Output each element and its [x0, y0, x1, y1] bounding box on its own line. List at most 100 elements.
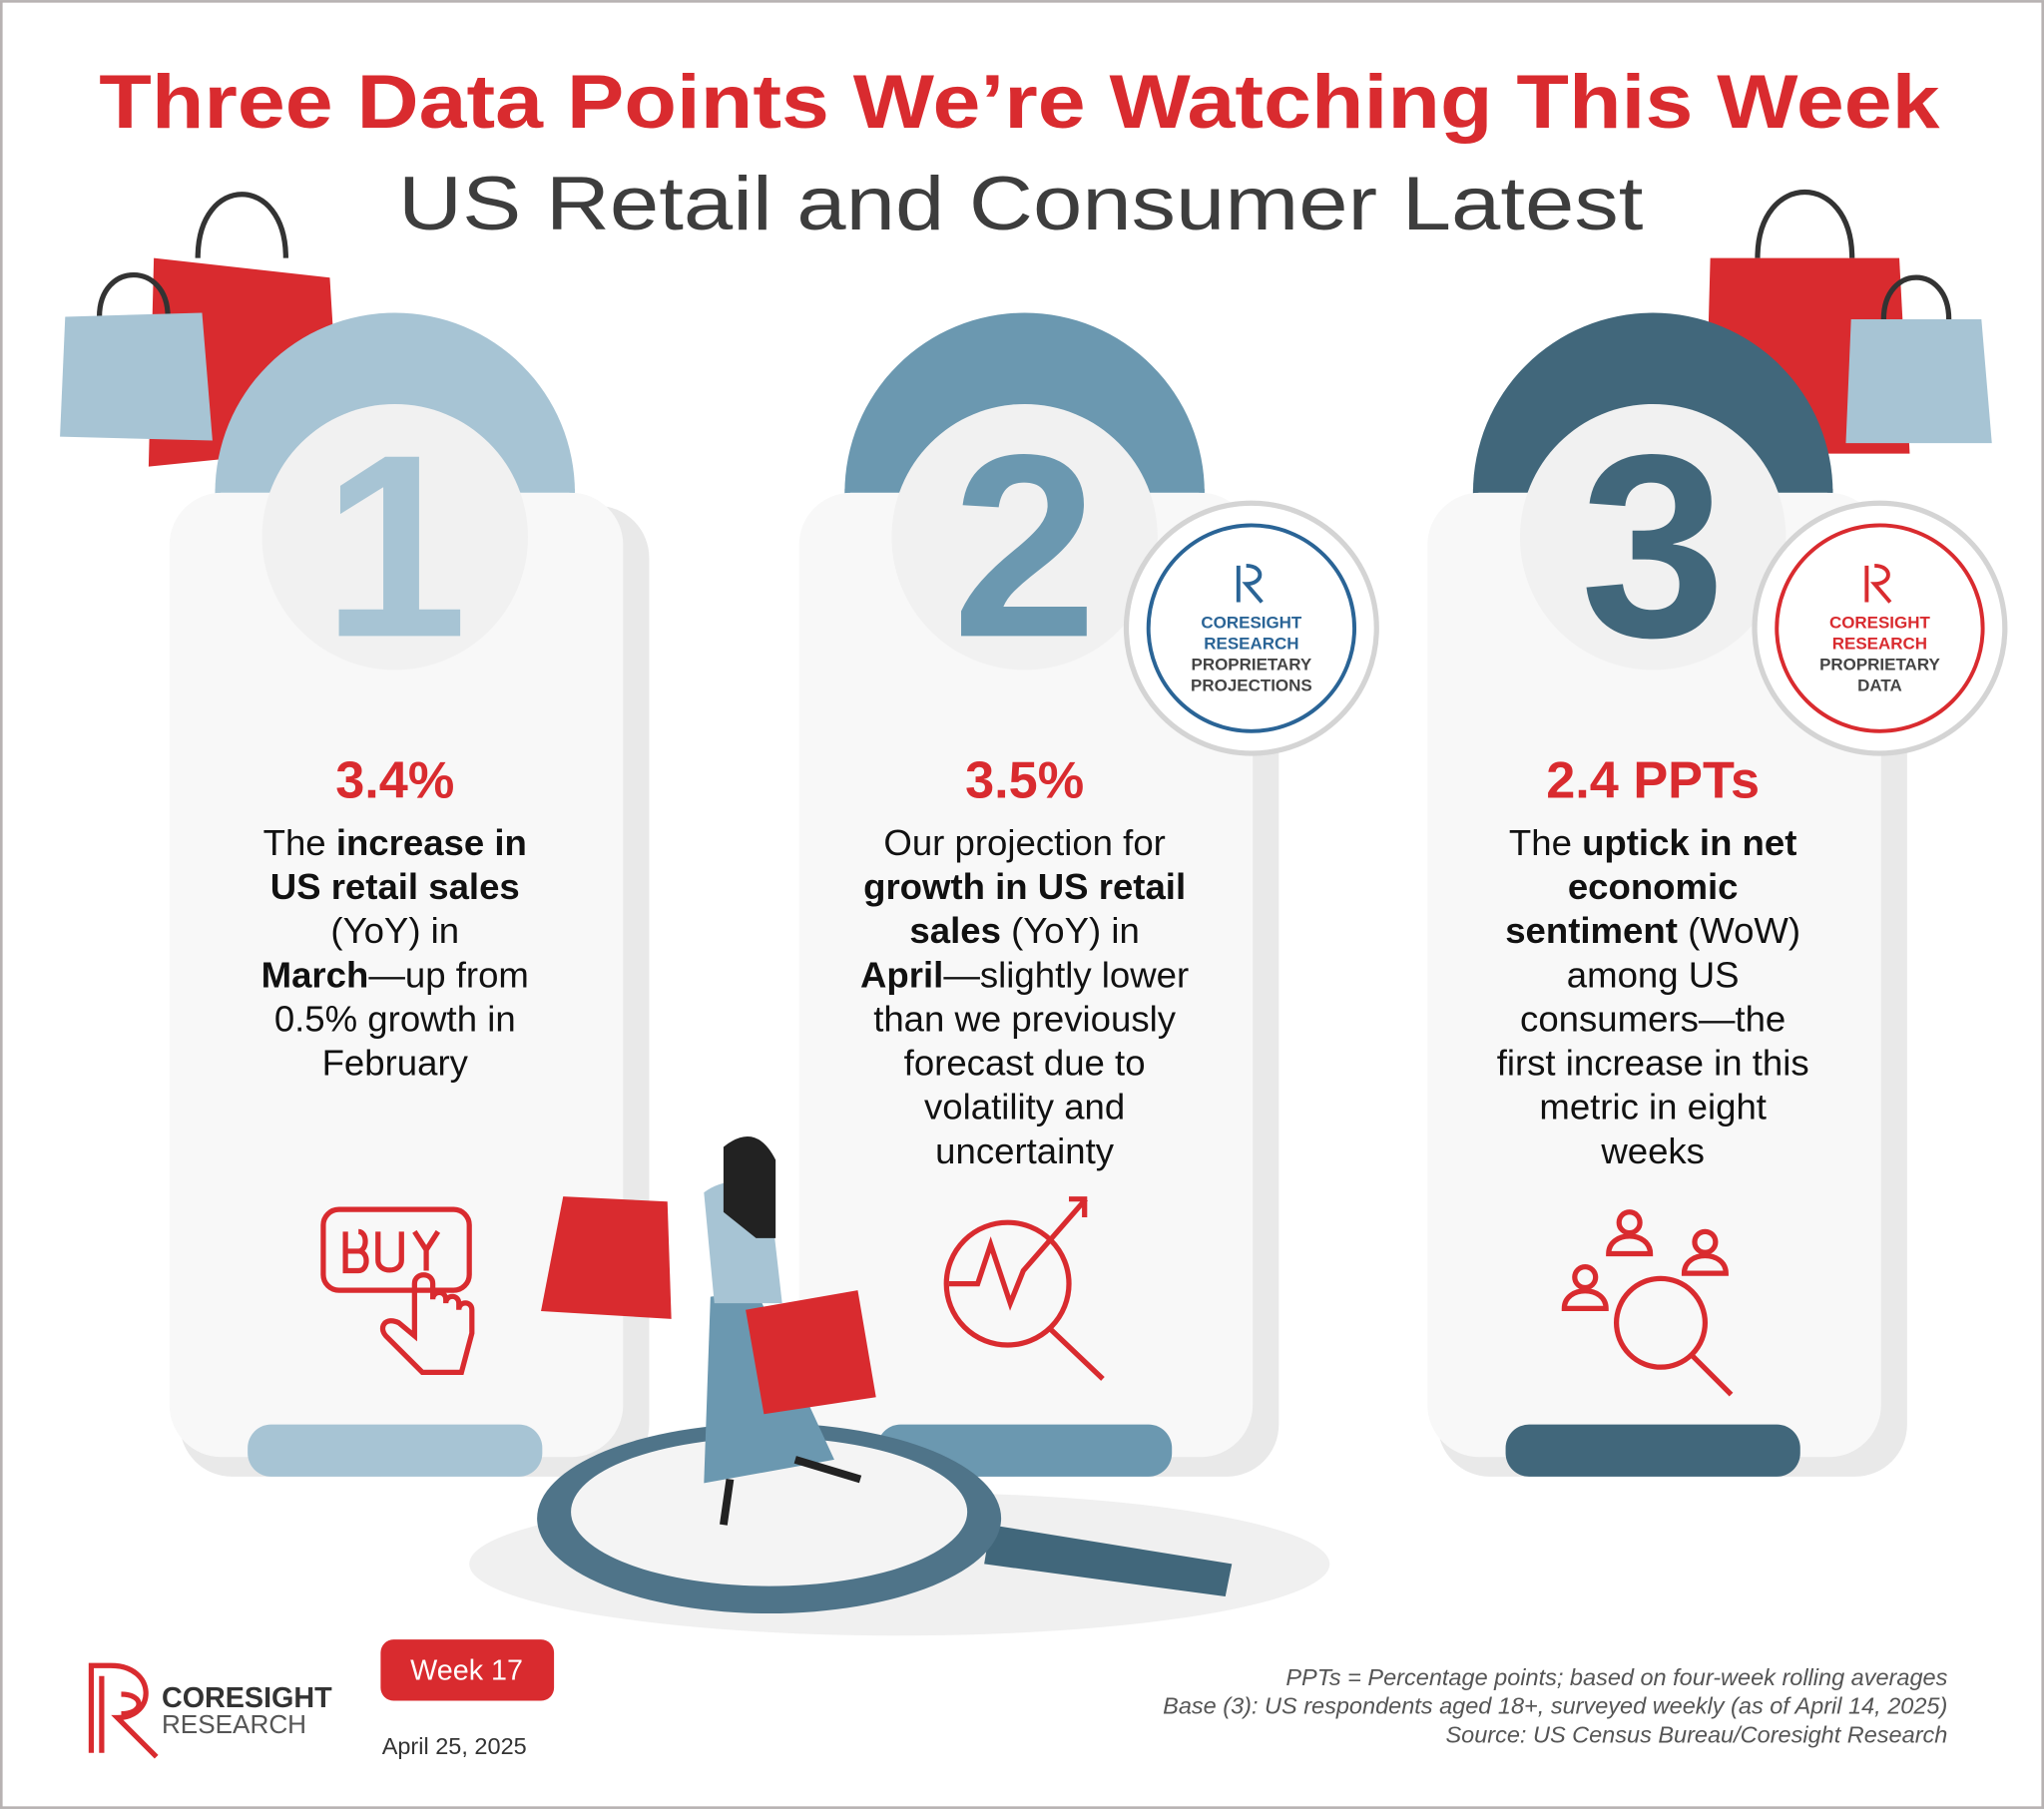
- card-text-line: volatility and: [924, 1087, 1125, 1128]
- hair: [723, 1135, 776, 1238]
- text-run: The: [263, 822, 336, 863]
- people-icon-body: [1561, 1288, 1609, 1312]
- buy-icon-hand: [379, 1272, 475, 1376]
- badge-text: PROPRIETARY: [1192, 655, 1312, 674]
- text-run: economic: [1568, 866, 1739, 907]
- card: [1427, 492, 1881, 1458]
- held-bag-2: [746, 1290, 876, 1415]
- text-run: —slightly lower: [943, 954, 1189, 995]
- badge-text: PROPRIETARY: [1819, 655, 1940, 674]
- text-run: sales: [909, 910, 1001, 951]
- card-value: 3.4%: [335, 751, 454, 809]
- card-text-line: growth in US retail: [863, 866, 1186, 907]
- card-number: 1: [322, 401, 467, 691]
- text-run: April: [860, 954, 943, 995]
- badge-text: CORESIGHT: [1829, 614, 1931, 633]
- card-value: 2.4 PPTs: [1546, 751, 1760, 809]
- badge: [1123, 500, 1379, 756]
- buy-icon-letters: [342, 1228, 441, 1274]
- card-text-line: April—slightly lower: [860, 954, 1189, 995]
- footnote: Base (3): US respondents aged 18+, surve…: [1163, 1693, 1947, 1719]
- card-text-line: metric in eight: [1539, 1087, 1767, 1128]
- card-tab: [248, 1424, 543, 1477]
- card-text-line: US retail sales: [270, 866, 520, 907]
- magnifier-glass: [571, 1437, 968, 1586]
- people-icon-head: [1616, 1209, 1643, 1236]
- badge-ring: [1775, 523, 1985, 733]
- bag: [1845, 319, 1992, 444]
- text-run: (YoY) in: [1001, 910, 1140, 951]
- badge-text: RESEARCH: [1204, 635, 1298, 654]
- bag-handle: [1880, 274, 1952, 320]
- card-text-line: February: [322, 1043, 469, 1084]
- text-run: uptick in net: [1582, 822, 1796, 863]
- people-icon-head: [1692, 1228, 1719, 1255]
- people-icon-lens: [1613, 1275, 1709, 1370]
- text-run: US retail sales: [270, 866, 520, 907]
- card-text-line: sales (YoY) in: [909, 910, 1139, 951]
- text-run: The: [1509, 822, 1582, 863]
- text-run: March: [261, 954, 369, 995]
- bag-handle: [195, 192, 288, 258]
- card-text-line: Our projection for: [883, 822, 1165, 863]
- card-text-line: forecast due to: [904, 1043, 1146, 1084]
- badge-text: RESEARCH: [1832, 635, 1927, 654]
- text-run: (WoW): [1678, 910, 1800, 951]
- card-text-line: sentiment (WoW): [1505, 910, 1800, 951]
- card-value: 3.5%: [965, 751, 1084, 809]
- text-run: consumers—the: [1520, 998, 1786, 1039]
- title: Three Data Points We’re Watching This We…: [99, 60, 1940, 145]
- card-text-line: economic: [1568, 866, 1739, 907]
- footnote: PPTs = Percentage points; based on four-…: [1285, 1664, 1947, 1690]
- card-text-line: consumers—the: [1520, 998, 1786, 1039]
- badge-logo: [1864, 563, 1892, 604]
- people-icon-body: [1606, 1233, 1654, 1257]
- text-run: growth in US retail: [863, 866, 1186, 907]
- card: [798, 492, 1254, 1458]
- card-text-line: uncertainty: [935, 1131, 1115, 1171]
- bag-handle: [96, 271, 171, 317]
- badge-text: DATA: [1857, 676, 1902, 694]
- logo-mark: [88, 1662, 159, 1759]
- card-number: 2: [952, 401, 1097, 691]
- text-run: February: [322, 1043, 469, 1084]
- badge-logo: [1236, 563, 1264, 604]
- badge-text: PROJECTIONS: [1191, 676, 1312, 694]
- badge-ring: [1146, 523, 1357, 733]
- card-text-line: first increase in this: [1497, 1043, 1809, 1084]
- magnifier-handle: [984, 1525, 1233, 1597]
- card-text-line: than we previously: [873, 998, 1177, 1039]
- text-run: forecast due to: [904, 1043, 1146, 1084]
- badge-text: CORESIGHT: [1201, 614, 1302, 633]
- people-icon-head: [1572, 1263, 1599, 1291]
- text-run: than we previously: [873, 998, 1177, 1039]
- card-text-line: weeks: [1600, 1131, 1705, 1171]
- text-run: weeks: [1600, 1131, 1705, 1171]
- bag-handle: [1755, 190, 1855, 258]
- text-run: 0.5% growth in: [274, 998, 516, 1039]
- bag: [60, 312, 213, 441]
- text-run: —up from: [368, 954, 529, 995]
- text-run: increase in: [336, 822, 527, 863]
- date: April 25, 2025: [382, 1733, 527, 1759]
- people-icon-body: [1681, 1252, 1729, 1276]
- text-run: (YoY) in: [330, 910, 459, 951]
- legs: [720, 1456, 862, 1526]
- text-run: sentiment: [1505, 910, 1678, 951]
- number-circle: [1519, 403, 1787, 671]
- card: [169, 492, 624, 1458]
- week-label: Week 17: [410, 1655, 523, 1687]
- card-text-line: among US: [1567, 954, 1740, 995]
- text-run: among US: [1567, 954, 1740, 995]
- text-run: first increase in this: [1497, 1043, 1809, 1084]
- people-icon-handle: [1690, 1353, 1734, 1397]
- number-circle: [891, 403, 1158, 671]
- growth-icon-line: [948, 1196, 1105, 1381]
- week-badge: [380, 1639, 555, 1701]
- logo-name: CORESIGHT: [162, 1682, 332, 1714]
- text-run: uncertainty: [935, 1131, 1115, 1171]
- card-tab: [1505, 1424, 1800, 1477]
- footnote: Source: US Census Bureau/Coresight Resea…: [1445, 1721, 1947, 1747]
- number-circle: [261, 403, 528, 671]
